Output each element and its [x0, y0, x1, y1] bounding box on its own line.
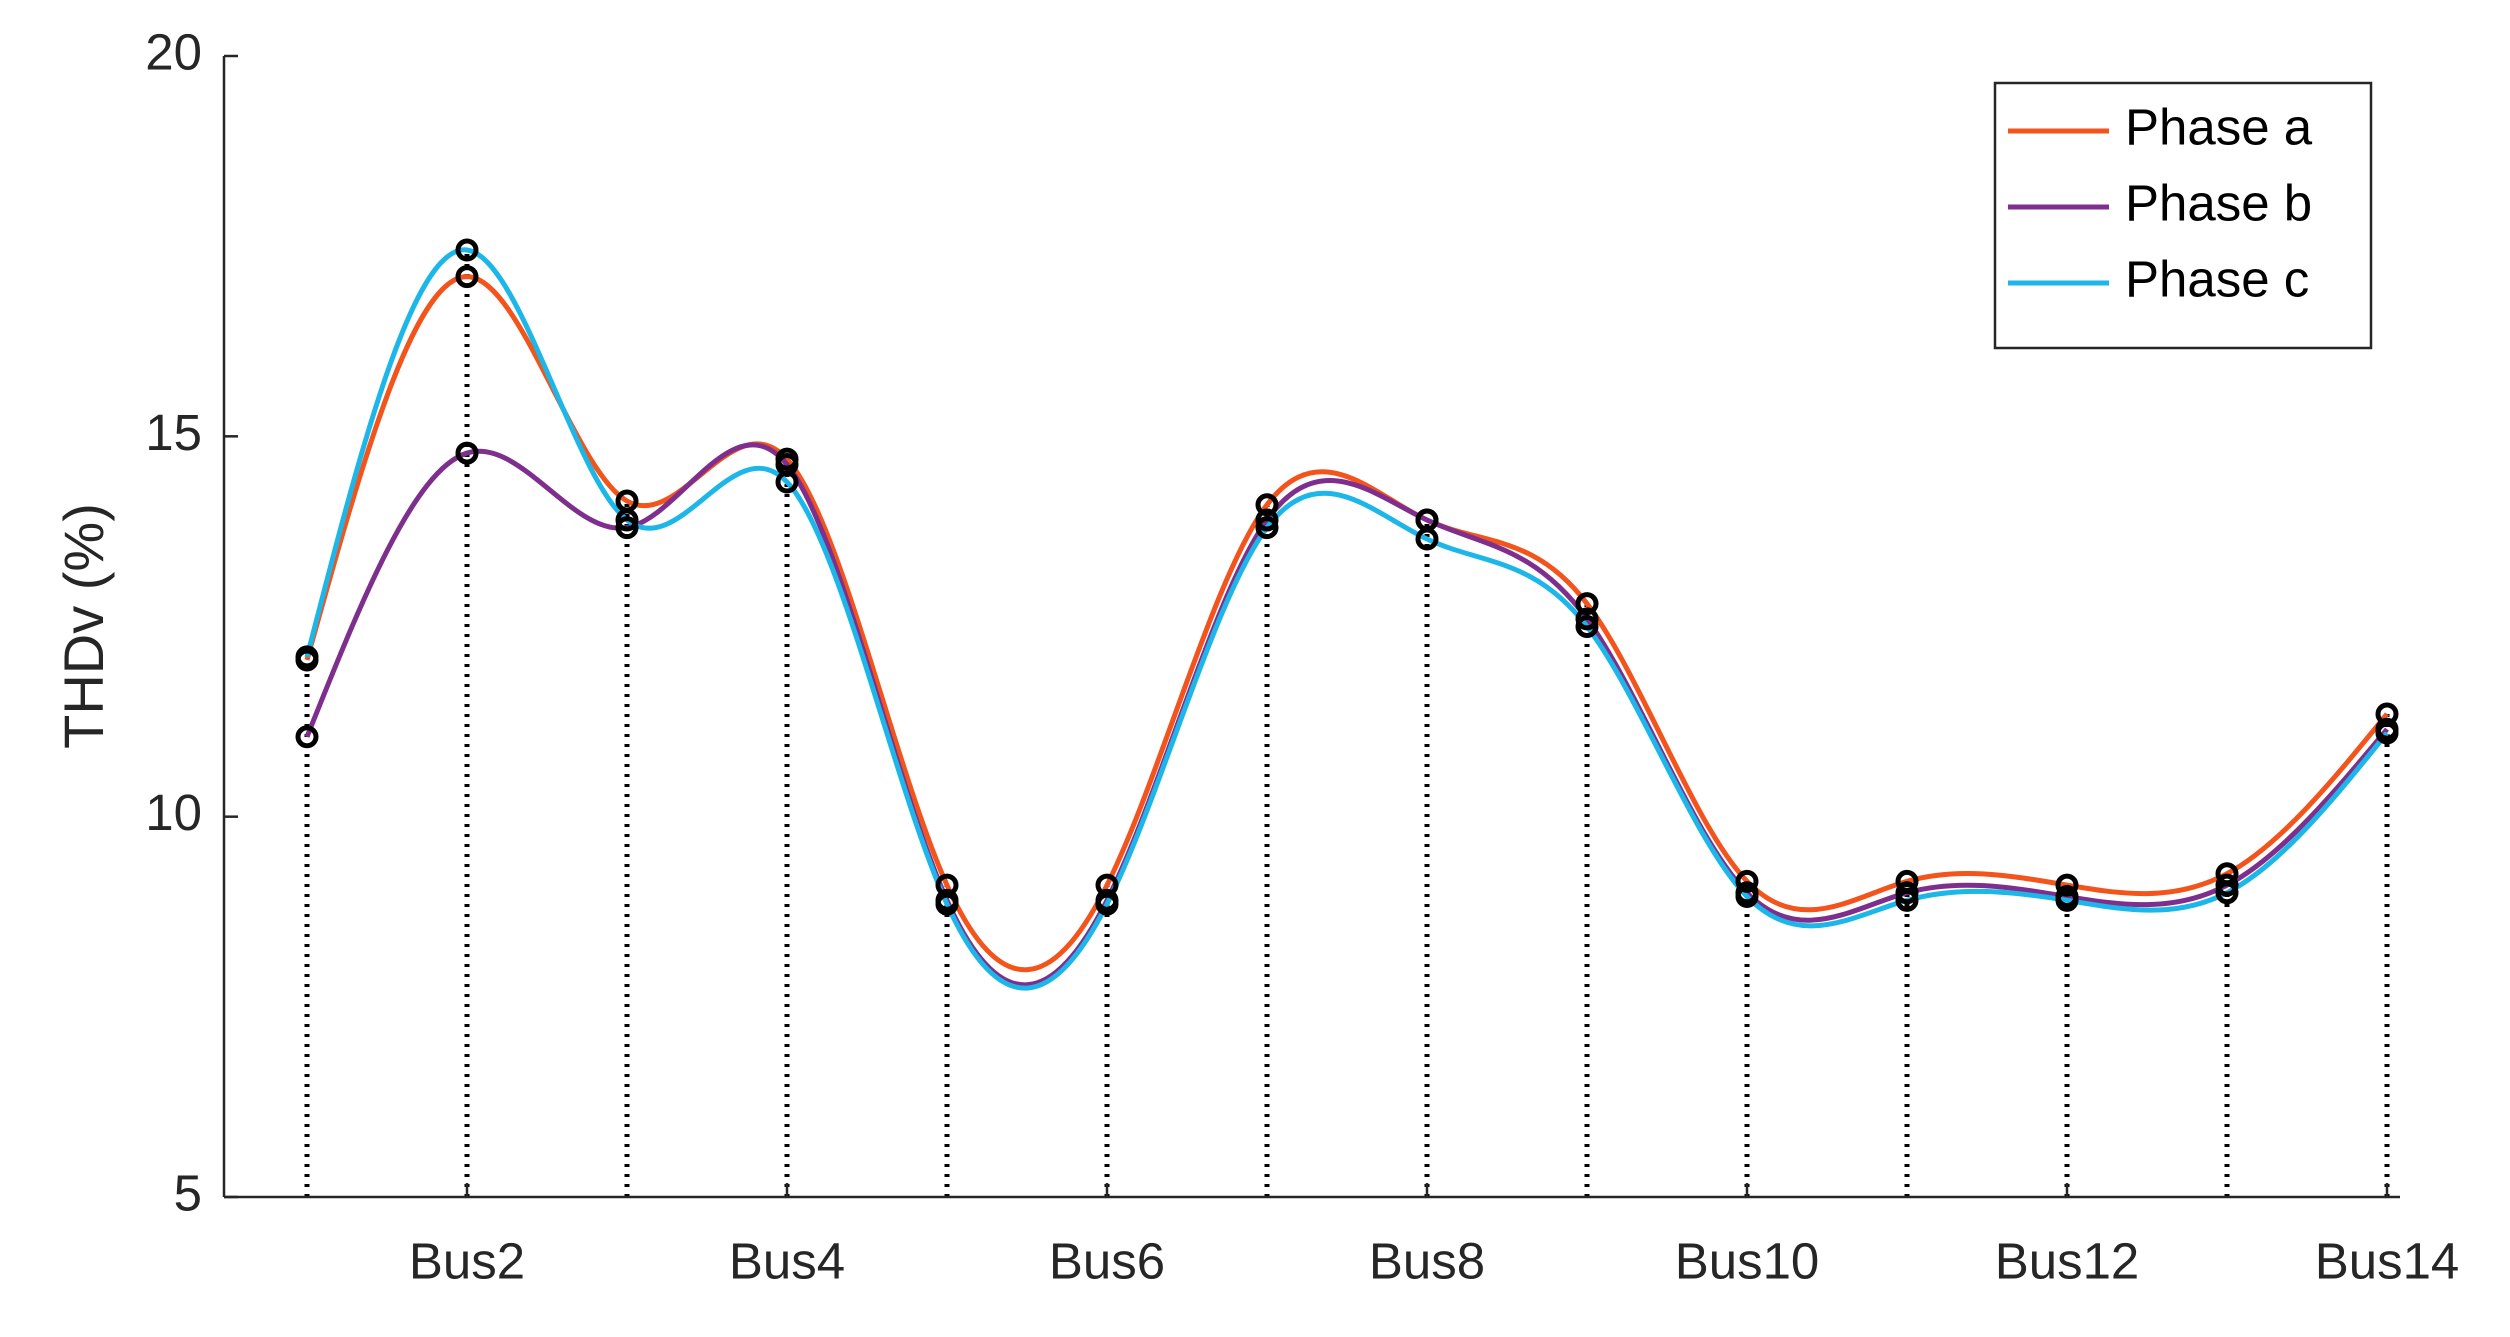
marker [1735, 869, 1759, 893]
marker [295, 725, 319, 749]
marker [1575, 592, 1599, 616]
x-tick-label: Bus4 [729, 1232, 845, 1289]
marker [615, 516, 639, 540]
marker [1255, 493, 1279, 517]
marker [455, 265, 479, 289]
marker [2375, 721, 2399, 745]
marker [455, 441, 479, 465]
marker [2215, 881, 2239, 905]
y-tick-label: 10 [145, 784, 202, 841]
legend-box [1993, 81, 2373, 350]
marker [2055, 873, 2079, 897]
y-tick-label: 15 [145, 404, 202, 461]
series-line [304, 442, 2389, 988]
legend-label: Phase a [2125, 98, 2313, 155]
marker [1255, 516, 1279, 540]
y-tick-label: 20 [145, 23, 202, 80]
marker [1255, 508, 1279, 532]
x-tick-label: Bus12 [1995, 1232, 2140, 1289]
series-line [304, 274, 2389, 973]
marker [615, 508, 639, 532]
x-tick-label: Bus10 [1675, 1232, 1820, 1289]
x-tick-label: Bus8 [1369, 1232, 1485, 1289]
marker [1095, 892, 1119, 916]
x-tick-label: Bus6 [1049, 1232, 1165, 1289]
legend: Phase a Phase b Phase c [1993, 81, 2373, 350]
marker [1735, 885, 1759, 909]
x-tick-label: Bus2 [409, 1232, 525, 1289]
marker [2055, 888, 2079, 912]
marker [935, 892, 959, 916]
y-axis-label: THDv (%) [52, 503, 115, 749]
y-tick-label: 5 [174, 1164, 202, 1221]
legend-label: Phase b [2125, 174, 2312, 231]
series-line [304, 247, 2389, 991]
marker [455, 238, 479, 262]
x-tick-label: Bus14 [2315, 1232, 2460, 1289]
marker [775, 470, 799, 494]
marker [2215, 873, 2239, 897]
marker [1575, 607, 1599, 631]
marker [295, 645, 319, 669]
marker [1895, 888, 1919, 912]
marker [1415, 527, 1439, 551]
marker [1575, 615, 1599, 638]
marker [1895, 881, 1919, 905]
legend-label: Phase c [2125, 250, 2309, 307]
